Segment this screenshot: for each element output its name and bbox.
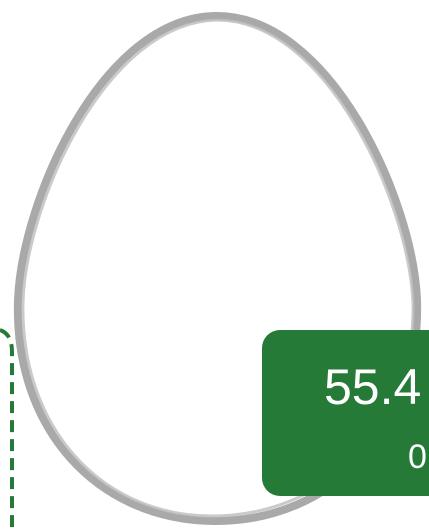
dashed-connector	[0, 328, 14, 531]
card-subvalue: 0	[408, 438, 427, 476]
card-value: 55.4	[324, 359, 421, 415]
egg-sketch-stroke	[21, 18, 415, 518]
egg-outline	[13, 11, 422, 526]
value-card	[262, 330, 429, 496]
